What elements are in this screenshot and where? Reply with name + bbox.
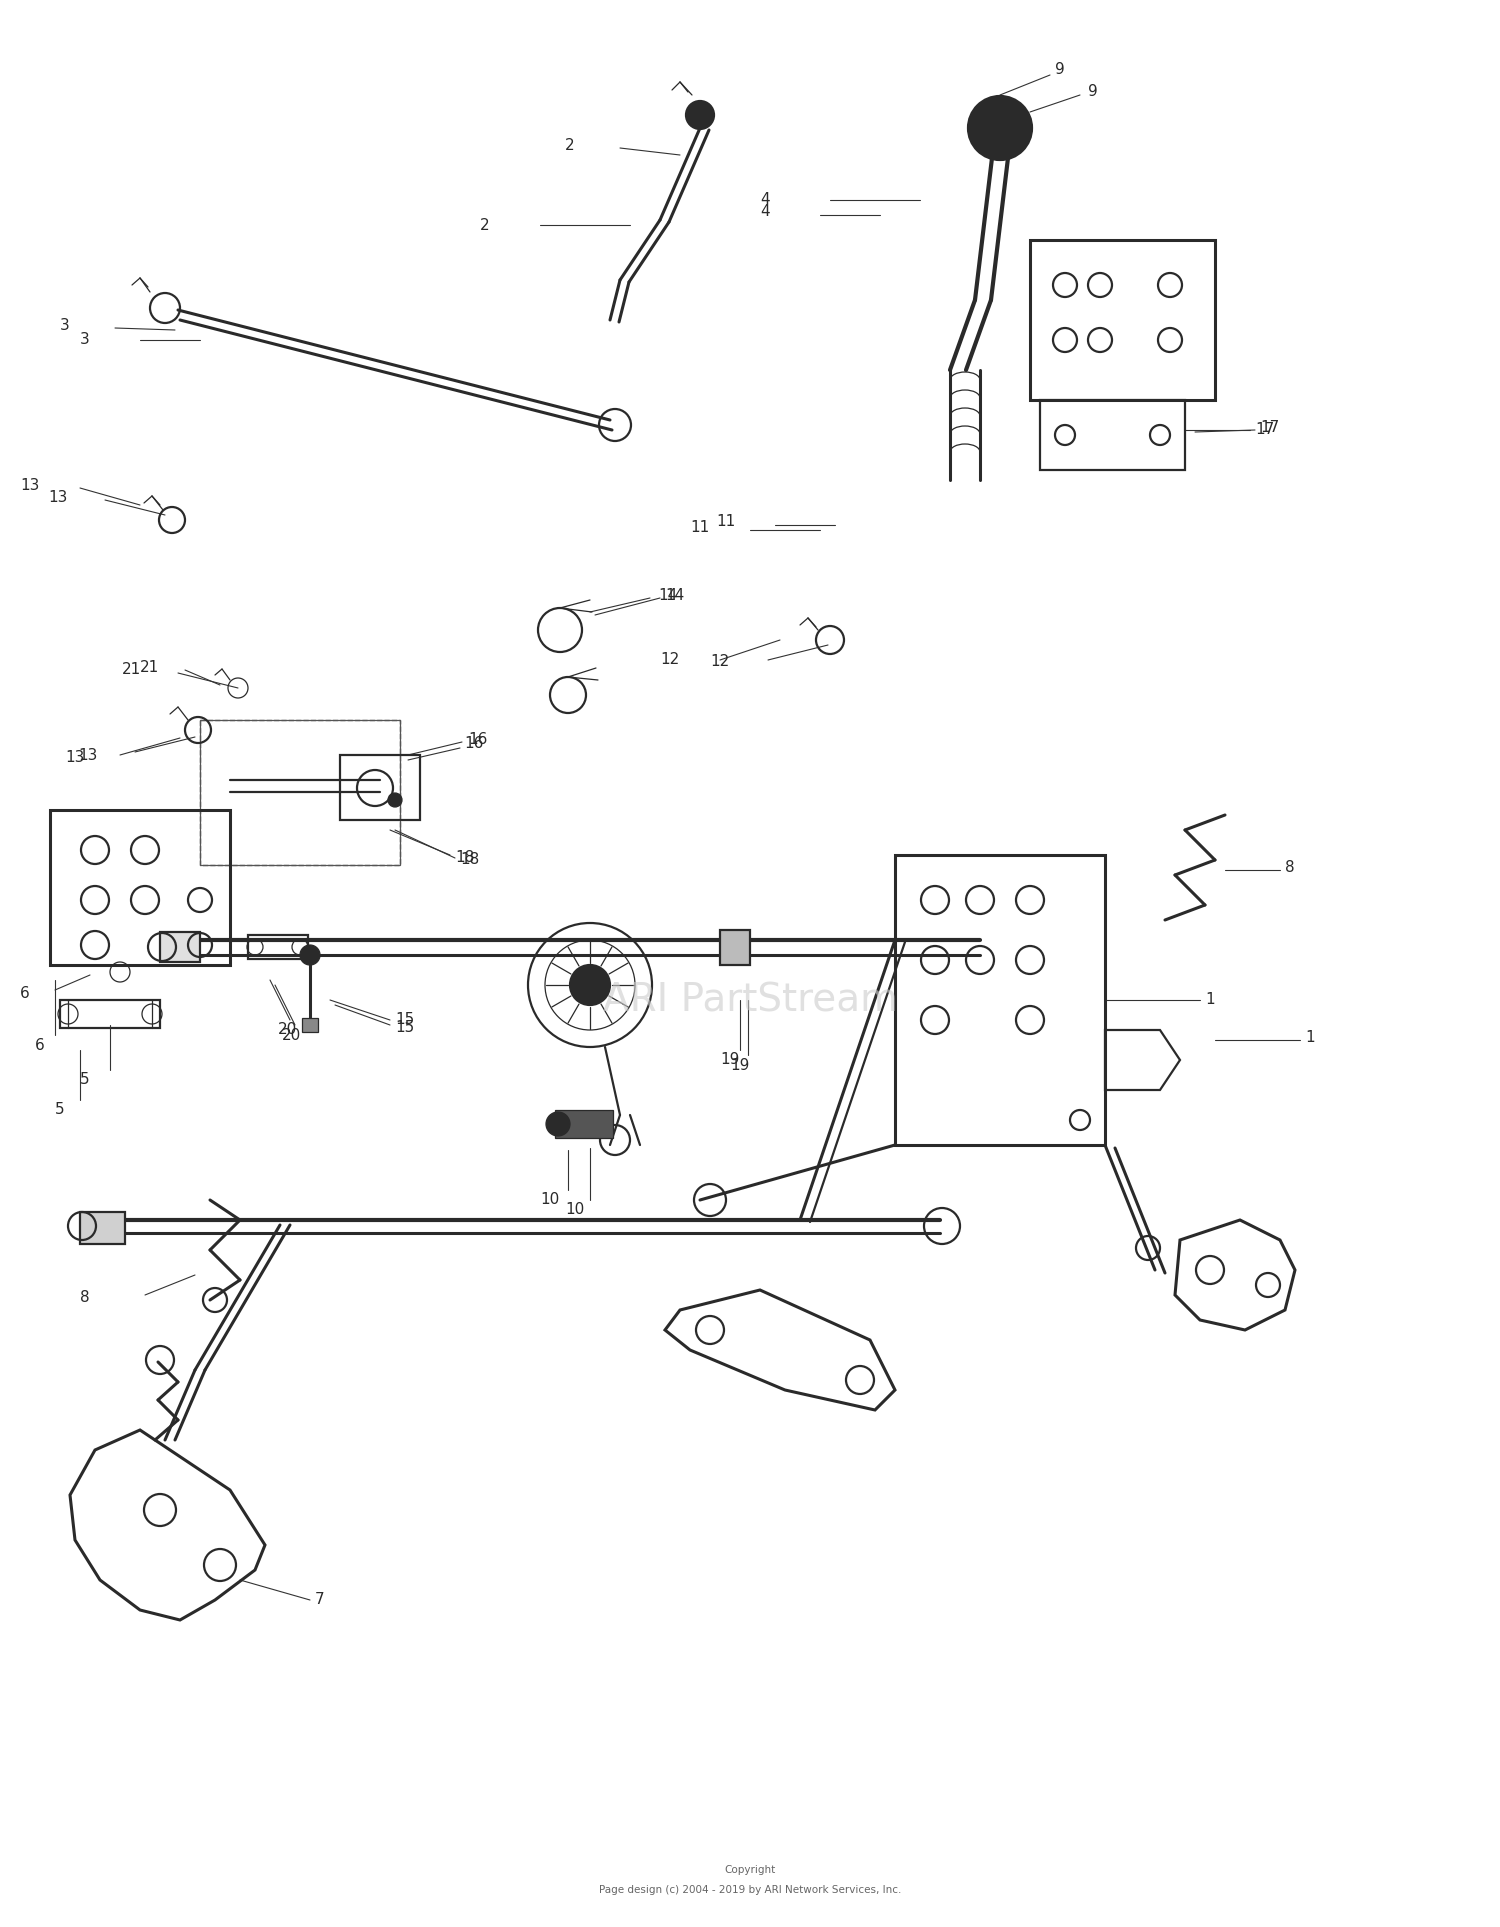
- Text: 20: 20: [282, 1027, 302, 1043]
- Text: 17: 17: [1256, 422, 1274, 437]
- Text: 15: 15: [394, 1012, 414, 1027]
- Text: 14: 14: [664, 588, 684, 603]
- Text: 17: 17: [1260, 420, 1280, 436]
- Circle shape: [686, 100, 714, 129]
- Text: 15: 15: [394, 1021, 414, 1035]
- Text: 4: 4: [760, 204, 770, 220]
- Text: 7: 7: [315, 1592, 324, 1607]
- Text: 11: 11: [690, 520, 709, 534]
- Text: 2: 2: [480, 218, 489, 233]
- Text: 12: 12: [660, 653, 680, 667]
- Text: 19: 19: [720, 1052, 740, 1068]
- Bar: [896, 856, 1106, 1145]
- Text: 9: 9: [1088, 85, 1098, 100]
- Text: 21: 21: [122, 663, 141, 678]
- Circle shape: [388, 794, 402, 807]
- Text: 9: 9: [1054, 62, 1065, 77]
- Bar: [200, 721, 400, 865]
- Text: 8: 8: [1286, 861, 1294, 875]
- Bar: [160, 933, 200, 962]
- Bar: [50, 809, 230, 965]
- Text: 20: 20: [278, 1023, 297, 1037]
- Text: 18: 18: [454, 850, 474, 865]
- Bar: [1030, 241, 1215, 401]
- Text: 18: 18: [460, 852, 480, 867]
- Text: 13: 13: [20, 478, 39, 493]
- Text: 2: 2: [566, 137, 574, 152]
- Circle shape: [570, 965, 610, 1006]
- Circle shape: [546, 1112, 570, 1137]
- Bar: [340, 755, 420, 821]
- Text: 6: 6: [34, 1037, 45, 1052]
- Text: 16: 16: [468, 732, 488, 746]
- Text: 14: 14: [658, 588, 678, 603]
- Text: 19: 19: [730, 1058, 750, 1073]
- Text: 13: 13: [78, 748, 98, 763]
- Text: 13: 13: [48, 491, 68, 505]
- Text: 8: 8: [80, 1291, 90, 1305]
- Bar: [1040, 401, 1185, 470]
- Text: 5: 5: [56, 1102, 64, 1118]
- Text: 10: 10: [540, 1193, 560, 1208]
- Text: 13: 13: [64, 750, 84, 765]
- Text: 6: 6: [20, 985, 30, 1000]
- Text: 21: 21: [140, 659, 159, 674]
- Text: 10: 10: [566, 1202, 585, 1218]
- Text: 12: 12: [710, 655, 729, 669]
- Text: 11: 11: [716, 515, 735, 530]
- Bar: [302, 1017, 318, 1033]
- Text: Copyright: Copyright: [724, 1865, 776, 1875]
- Text: 1: 1: [1204, 992, 1215, 1008]
- Bar: [60, 1000, 160, 1027]
- Circle shape: [980, 108, 1020, 148]
- Circle shape: [968, 96, 1032, 160]
- Text: 4: 4: [760, 193, 770, 208]
- Text: 16: 16: [464, 736, 483, 752]
- Text: 3: 3: [60, 318, 69, 333]
- Bar: [248, 935, 308, 960]
- Bar: [720, 931, 750, 965]
- Bar: [80, 1212, 124, 1245]
- Text: ARI PartStream: ARI PartStream: [603, 981, 897, 1019]
- Circle shape: [300, 944, 320, 965]
- Bar: [555, 1110, 614, 1139]
- Text: 3: 3: [80, 333, 90, 347]
- Text: 1: 1: [1305, 1031, 1314, 1046]
- Text: Page design (c) 2004 - 2019 by ARI Network Services, Inc.: Page design (c) 2004 - 2019 by ARI Netwo…: [598, 1885, 902, 1894]
- Bar: [200, 721, 400, 865]
- Text: 5: 5: [80, 1073, 90, 1087]
